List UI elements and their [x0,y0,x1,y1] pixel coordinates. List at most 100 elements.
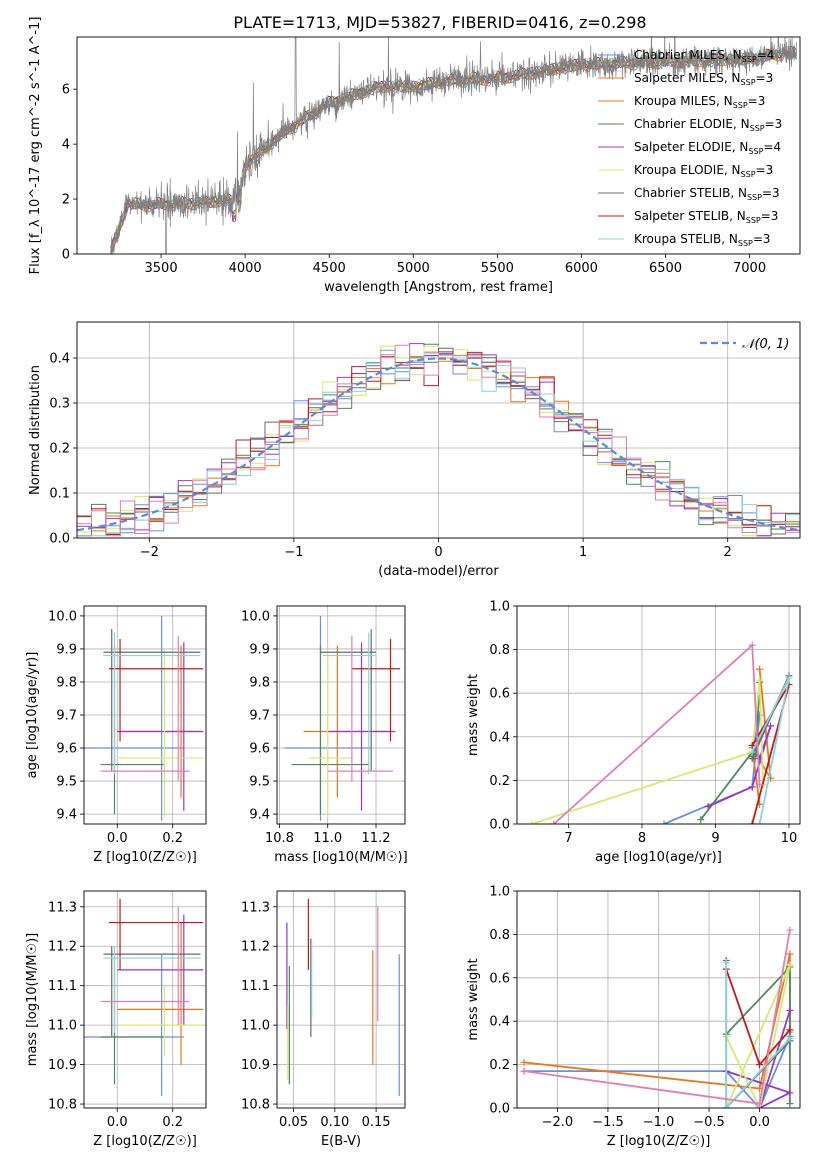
errorbar-point [117,985,204,1057]
weight-series [748,674,793,824]
weight-line [531,680,765,824]
y-axis-label: mass [log10(M/M☉)] [25,933,40,1066]
y-tick-label: 0.2 [49,442,70,457]
weight-series [520,926,794,1108]
y-tick-label: 9.8 [56,675,77,690]
histogram-series [77,344,800,537]
data-point [756,676,764,684]
data-point [786,1006,794,1014]
x-tick-label: 7000 [733,261,766,276]
x-tick-label: 10.8 [265,831,294,846]
panel-spectrum: 3500 4000 4500 5000 5500 6000 6500 7000 0 2 4 6 wave… [28,17,801,295]
y-tick-label: 1.0 [489,885,510,900]
errorbar-point [351,639,401,742]
x-tick-label: 0.0 [749,1115,770,1130]
weight-line [725,962,791,1108]
x-tick-label: 0.0 [107,1115,128,1130]
y-axis-label: Flux [f_λ 10^-17 erg cm^-2 s^-1 A^-1] [28,17,43,275]
data-point [786,961,794,969]
y-tick-label: 0.4 [49,352,70,367]
data-point [722,1104,730,1108]
data-point [756,1100,764,1108]
x-axis-label: age [log10(age/yr)] [595,850,722,865]
x-axis-label: Z [log10(Z/Z☉)] [607,1134,711,1149]
data-point [756,665,764,673]
legend-label: Kroupa ELODIE, NSSP=3 [634,163,773,179]
y-tick-label: 9.9 [56,642,77,657]
x-tick-label: −0.5 [693,1115,725,1130]
x-tick-label: 0 [434,545,442,560]
y-tick-label: 9.4 [56,808,77,823]
data-point [756,781,764,789]
plot-area-residuals [77,343,800,537]
y-axis-label: mass weight [466,674,481,756]
y-tick-label: 0.8 [489,643,510,658]
y-tick-label: 9.8 [249,675,270,690]
y-tick-label: 0.3 [49,397,70,412]
panel-residuals: −2 −1 0 1 2 0.0 0.1 0.2 0.3 0.4 (data-model)/error… [28,321,801,579]
y-tick-label: 9.4 [249,808,270,823]
legend: Chabrier MILES, NSSP=4 Salpeter MILES, NS… [598,48,782,248]
data-point [722,959,730,967]
data-point [748,641,756,649]
weight-line [663,714,761,824]
y-axis-label: Normed distribution [28,365,43,495]
y-tick-label: 4 [62,138,70,153]
y-tick-label: 11.1 [48,979,77,994]
data-point [786,950,794,958]
figure-title: PLATE=1713, MJD=53827, FIBERID=0416, z=0… [233,13,646,32]
x-axis-label: mass [log10(M/M☉)] [274,850,407,865]
x-tick-label: 9 [711,831,719,846]
legend-label: 𝒩(0, 1) [742,337,789,352]
errorbar-point [322,632,377,775]
plot-area-age_vs_Z [84,615,204,821]
x-tick-label: 1 [579,545,587,560]
y-tick-label: 10.0 [48,609,77,624]
axes-frame [76,36,801,255]
errorbar-point [100,635,190,782]
data-point [748,783,756,791]
data-point [550,820,558,824]
errorbar-point [100,958,165,1085]
panel-age_vs_Z: 0.0 0.2 9.4 9.5 9.6 9.7 9.8 9.9 10.0 Z [log10(Z/Z… [25,605,207,865]
errorbar-point [327,635,393,782]
data-point [785,674,793,682]
x-tick-label: 0.0 [107,831,128,846]
errorbar-point [103,629,201,772]
x-tick-label: 0.05 [279,1115,308,1130]
data-point [748,820,756,824]
y-tick-label: 9.5 [56,775,77,790]
normal-curve [77,357,798,532]
y-tick-label: 11.0 [241,1019,270,1034]
x-tick-label: 11.2 [362,831,391,846]
x-tick-label: −2.0 [542,1115,574,1130]
x-tick-label: 5000 [397,261,430,276]
y-tick-label: 0 [62,248,70,263]
y-tick-label: 0.4 [489,1015,510,1030]
y-tick-label: 0.8 [489,928,510,943]
weight-line [700,682,761,821]
x-tick-label: 0.10 [320,1115,349,1130]
y-tick-label: 1.0 [489,600,510,615]
y-tick-label: 9.6 [249,742,270,757]
panel-mass_weight_vs_age: 7 8 9 10 0.0 0.2 0.4 0.6 0.8 1.0 age [log10(age/yr… [466,600,801,865]
data-point [786,1089,794,1097]
panel-age_vs_mass: 10.8 11.0 11.2 9.4 9.5 9.6 9.7 9.8 9.9 10.0 mass [… [241,605,408,865]
y-tick-label: 10.9 [48,1058,77,1073]
y-tick-label: 11.3 [241,900,270,915]
errorbar-point [100,906,190,1026]
x-tick-label: 5500 [481,261,514,276]
x-tick-label: −2 [140,545,159,560]
data-point [528,820,536,824]
y-tick-label: 11.1 [241,979,270,994]
errorbar-point [327,642,396,811]
observed-spectrum-line [110,37,797,254]
errorbar-point [320,629,377,772]
errorbar-point [103,946,201,1034]
weight-line [725,1010,793,1108]
plot-area-mass_weight_vs_Z [520,926,794,1108]
errorbar-point [100,645,165,815]
x-tick-label: 7 [564,831,572,846]
data-point [786,1035,794,1043]
